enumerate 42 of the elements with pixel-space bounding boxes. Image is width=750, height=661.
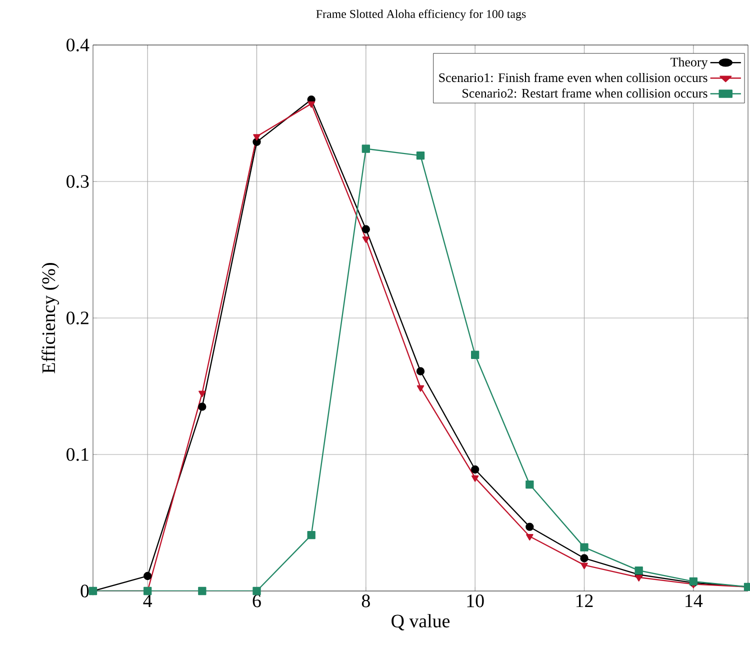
y-axis-title: Efficiency (%) (42, 263, 59, 374)
point (253, 134, 260, 141)
x-tick-label: 6 (252, 594, 261, 608)
x-tick-label: 10 (467, 594, 484, 608)
x-tick-label: 14 (686, 594, 703, 608)
point (198, 390, 206, 398)
point (526, 534, 534, 540)
y-tick-label: 0.2 (66, 312, 88, 324)
point (471, 465, 480, 474)
point (198, 586, 206, 596)
point (252, 586, 261, 596)
x-tick-label: 12 (576, 594, 593, 608)
y-tick-label: 0 (80, 584, 89, 598)
point (471, 350, 480, 359)
legend-label: Scenario1: Finish frame even when collision occurs (439, 72, 708, 82)
point (144, 572, 152, 580)
legend-label: Scenario2: Restart frame when collision occurs (462, 88, 708, 98)
point (362, 225, 370, 234)
y-tick-label: 0.4 (66, 38, 90, 52)
y-tick-label: 0.3 (66, 175, 89, 188)
x-axis-title: Q value (392, 614, 450, 630)
point (526, 522, 534, 531)
point (416, 367, 425, 376)
point (308, 101, 315, 108)
point (416, 385, 424, 392)
y-tick-label: 0.1 (66, 448, 88, 461)
point (471, 475, 479, 482)
point (362, 144, 370, 153)
x-tick-label: 8 (362, 594, 370, 608)
point (198, 402, 206, 411)
point (362, 236, 370, 243)
point (416, 151, 425, 160)
point (580, 554, 588, 562)
point (580, 543, 588, 552)
point (307, 530, 316, 540)
point (634, 566, 643, 575)
x-tick-label: 4 (143, 594, 152, 607)
point (580, 562, 588, 570)
point (526, 480, 534, 489)
point (635, 575, 642, 582)
chart-title: Frame Slotted Aloha efficiency for 100 tags (316, 10, 526, 21)
legend-label: Theory (670, 57, 708, 70)
